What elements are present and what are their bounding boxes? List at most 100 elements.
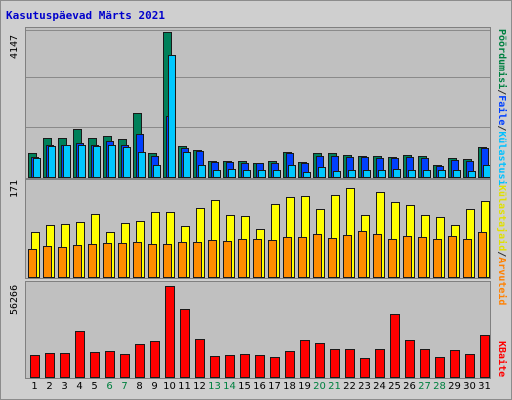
bar-sites (103, 243, 112, 278)
bar-visits (378, 169, 386, 178)
x-tick-label: 13 (208, 381, 221, 392)
legend-part: Pöördumisi (496, 29, 507, 90)
bar-visits (303, 172, 311, 178)
panel-visitors-sites (25, 179, 491, 279)
bar-kbytes (345, 348, 355, 378)
bar-sites (313, 234, 322, 278)
x-tick-label: 31 (478, 381, 491, 392)
bar-kbytes (195, 338, 205, 378)
x-tick-label: 16 (253, 381, 266, 392)
gridline (26, 127, 490, 128)
legend-part: KBaite (496, 341, 507, 378)
bar-kbytes (390, 313, 400, 378)
bar-kbytes (210, 355, 220, 378)
bar-visits (273, 170, 281, 178)
bar-visits (63, 145, 71, 178)
bar-kbytes (30, 355, 40, 378)
bar-sites (403, 236, 412, 278)
chart-title: Kasutuspäevad Märts 2021 (6, 9, 165, 22)
bar-visits (48, 145, 56, 178)
panel-kbytes (25, 281, 491, 379)
bar-sites (28, 248, 37, 278)
x-tick-label: 17 (268, 381, 281, 392)
bar-visits (183, 151, 191, 178)
bar-visits (363, 169, 371, 178)
x-tick-label: 11 (178, 381, 191, 392)
max-label-bottom: 56266 (9, 284, 20, 315)
bar-sites (208, 240, 217, 278)
bar-kbytes (450, 349, 460, 378)
bar-sites (433, 239, 442, 278)
legend-part: Külastajaid (496, 185, 507, 252)
bar-visits (33, 157, 41, 178)
x-tick-label: 2 (46, 381, 53, 392)
x-tick-label: 22 (343, 381, 356, 392)
bar-kbytes (270, 357, 280, 378)
bar-visits (228, 168, 236, 178)
bar-sites (328, 238, 337, 278)
bar-visits (168, 54, 176, 178)
max-label-top: 4147 (9, 34, 20, 59)
x-tick-label: 18 (283, 381, 296, 392)
bar-kbytes (135, 343, 145, 378)
x-tick-label: 19 (298, 381, 311, 392)
bar-sites (373, 234, 382, 278)
bar-kbytes (90, 351, 100, 378)
legend-part: Arvuteid (496, 257, 507, 306)
bar-kbytes (435, 357, 445, 378)
legend-part: Külastusi (496, 131, 507, 186)
bar-kbytes (180, 309, 190, 378)
bar-kbytes (360, 357, 370, 378)
x-tick-label: 14 (223, 381, 236, 392)
bar-sites (118, 242, 127, 278)
bar-kbytes (315, 342, 325, 378)
gridline (26, 30, 490, 31)
bar-visits (243, 169, 251, 178)
x-tick-label: 3 (61, 381, 68, 392)
x-tick-label: 15 (238, 381, 251, 392)
bar-sites (463, 239, 472, 278)
x-tick-label: 28 (433, 381, 446, 392)
bar-kbytes (165, 286, 175, 378)
x-tick-label: 24 (373, 381, 386, 392)
x-tick-label: 5 (91, 381, 98, 392)
bar-sites (73, 245, 82, 278)
legend-top: Pöördumisi/Faile/Külastusi (496, 29, 507, 186)
max-label-middle: 171 (9, 179, 20, 198)
bar-sites (133, 242, 142, 278)
x-tick-label: 20 (313, 381, 326, 392)
x-tick-label: 1 (31, 381, 38, 392)
bar-kbytes (465, 353, 475, 378)
gridline (26, 77, 490, 78)
x-tick-label: 25 (388, 381, 401, 392)
bar-sites (163, 243, 172, 278)
x-axis: 1 2 3 4 5 6 7 8 9 10 11 12 13 14 15 16 17 18 19 20 21 22 23 24 2… (25, 381, 491, 395)
x-tick-label: 12 (193, 381, 206, 392)
bar-visits (258, 169, 266, 178)
bar-sites (343, 235, 352, 278)
bar-visits (453, 170, 461, 178)
bar-sites (223, 241, 232, 278)
bar-visits (468, 171, 476, 178)
bar-kbytes (300, 339, 310, 378)
bar-visits (213, 169, 221, 178)
bar-kbytes (255, 355, 265, 378)
bar-visits (78, 144, 86, 178)
bar-visits (408, 169, 416, 178)
bar-visits (483, 164, 490, 178)
bar-kbytes (375, 348, 385, 378)
bar-sites (43, 246, 52, 278)
bar-kbytes (75, 331, 85, 378)
bar-sites (358, 230, 367, 278)
bar-kbytes (285, 351, 295, 378)
x-tick-label: 6 (106, 381, 113, 392)
bar-kbytes (405, 340, 415, 378)
panel-hits-files-visits (25, 27, 491, 179)
bar-sites (268, 239, 277, 278)
bar-visits (318, 167, 326, 178)
bar-kbytes (60, 353, 70, 378)
x-tick-label: 9 (151, 381, 158, 392)
bar-kbytes (150, 341, 160, 378)
x-tick-label: 29 (448, 381, 461, 392)
